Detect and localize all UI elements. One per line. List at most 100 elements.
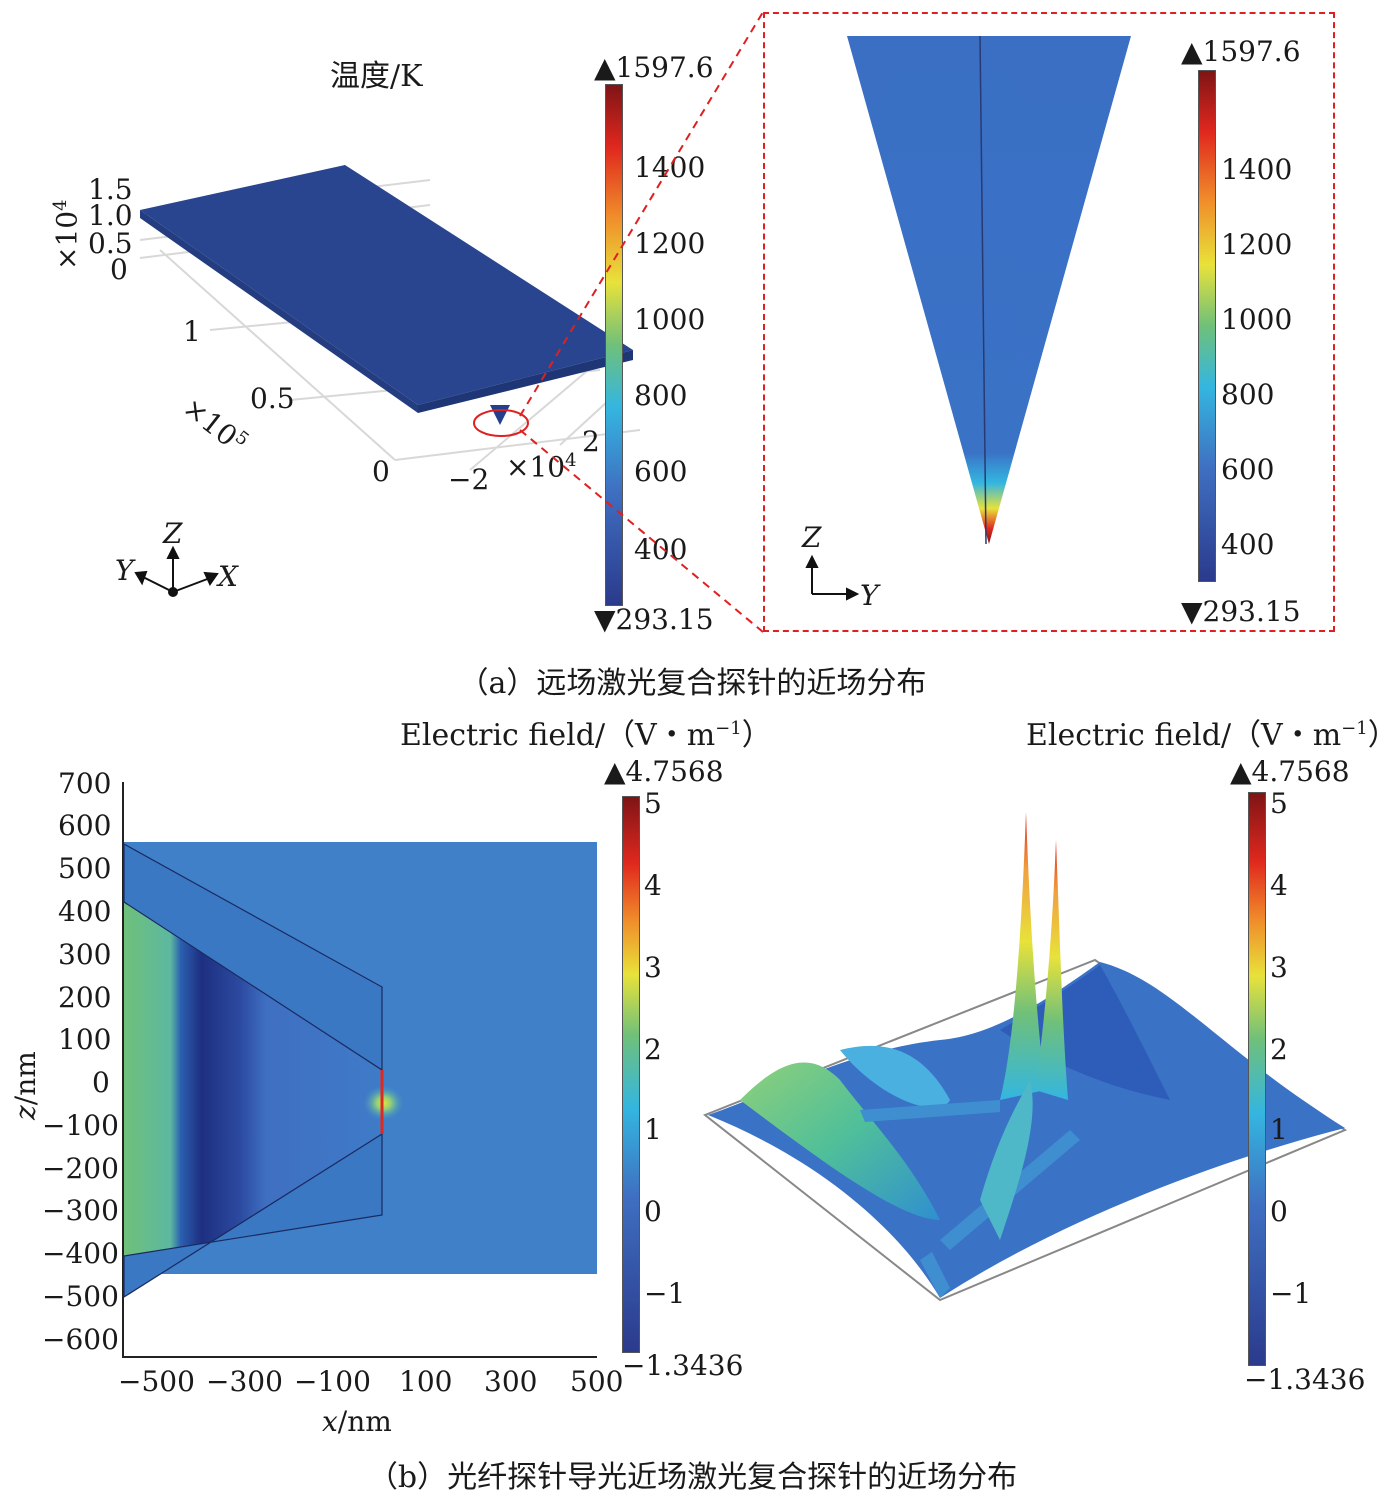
left-colorbar-title: Electric field/（V・m−1） xyxy=(400,718,772,753)
y-tick: −400 xyxy=(42,1237,119,1270)
triad-y-label: Y xyxy=(115,554,134,587)
y-tick: 100 xyxy=(58,1023,112,1056)
left-colorbar-gradient xyxy=(622,796,640,1353)
fiber-wall-lower xyxy=(123,1132,383,1299)
inset-colorbar-min: ▼293.15 xyxy=(1181,595,1301,628)
colorbar-tick: 1400 xyxy=(634,151,706,184)
inset-colorbar-max: ▲1597.6 xyxy=(1181,35,1301,68)
right-colorbar-max: ▲4.7568 xyxy=(1230,755,1350,788)
z-tick: 1.5 xyxy=(88,173,133,206)
right-colorbar-gradient xyxy=(1248,792,1266,1366)
caption-b: （b）光纤探针导光近场激光复合探针的近场分布 xyxy=(367,1460,1018,1495)
y-tick: 2 xyxy=(582,425,600,458)
left-colorbar-tick: 1 xyxy=(644,1113,662,1146)
left-colorbar-tick: 0 xyxy=(644,1195,662,1228)
right-colorbar-tick: 2 xyxy=(1270,1033,1288,1066)
colorbar-tick: 600 xyxy=(634,455,688,488)
z-tick: 0.5 xyxy=(88,227,133,260)
colorbar-gradient xyxy=(605,84,623,606)
probe-beam-1 xyxy=(860,1100,1000,1122)
triad-z-label: Z xyxy=(163,517,183,550)
y-tick: −200 xyxy=(42,1152,119,1185)
left-colorbar-tick: 5 xyxy=(644,787,662,820)
field-spike-right xyxy=(1035,840,1068,1100)
y-tick: 700 xyxy=(58,767,112,800)
y-tick: −100 xyxy=(42,1109,119,1142)
colorbar-a: ▲1597.6 1400 1200 1000 800 600 400 ▼293.… xyxy=(594,50,720,640)
field-spike-left xyxy=(1000,812,1045,1100)
colorbar-tick: 800 xyxy=(634,379,688,412)
inset-colorbar-tick: 600 xyxy=(1221,453,1275,486)
probe-beam-3 xyxy=(920,1252,950,1298)
left-colorbar-tick: 2 xyxy=(644,1033,662,1066)
right-colorbar-title: Electric field/（V・m−1） xyxy=(1026,718,1385,753)
axis-triad-2d xyxy=(805,554,860,601)
highlight-circle xyxy=(473,409,529,437)
y-tick: 400 xyxy=(58,895,112,928)
temperature-title: 温度/K xyxy=(330,59,423,94)
x-tick: −300 xyxy=(206,1365,283,1398)
y-tick: 300 xyxy=(58,938,112,971)
inset-colorbar-tick: 400 xyxy=(1221,528,1275,561)
left-colorbar-min: −1.3436 xyxy=(622,1349,744,1382)
field-ridge xyxy=(740,1062,940,1220)
slab-top xyxy=(140,165,633,405)
right-colorbar-tick: 1 xyxy=(1270,1113,1288,1146)
right-3d-surface-plot xyxy=(703,812,1348,1302)
left-colorbar-tick: −1 xyxy=(644,1277,686,1310)
axis-triad-3d xyxy=(134,545,219,597)
y-tick: 500 xyxy=(58,852,112,885)
slab-edge xyxy=(418,350,633,413)
inset-colorbar-gradient xyxy=(1198,70,1216,582)
x-tick: 1 xyxy=(183,315,201,348)
left-field-plot xyxy=(122,782,597,1358)
inset-colorbar: ▲1597.6 1400 1200 1000 800 600 400 ▼293.… xyxy=(1181,38,1321,628)
z-tick: 0 xyxy=(110,253,128,286)
probe-tip-zoomed xyxy=(847,36,1131,544)
inset-triad-z: Z xyxy=(802,521,822,554)
colorbar-tick: 1200 xyxy=(634,227,706,260)
colorbar-tick: 400 xyxy=(634,533,688,566)
zoom-inset: Z Y ▲1597.6 1400 1200 1000 800 600 400 ▼… xyxy=(763,12,1335,632)
inset-colorbar-tick: 1400 xyxy=(1221,153,1293,186)
x-tick: −500 xyxy=(118,1365,195,1398)
panel-b: Electric field/（V・m−1） ▲4.7568 xyxy=(0,700,1385,1511)
y-tick: −500 xyxy=(42,1280,119,1313)
y-tick: 200 xyxy=(58,981,112,1014)
colorbar-tick: 1000 xyxy=(634,303,706,336)
right-colorbar-tick: 3 xyxy=(1270,951,1288,984)
x-tick: 0 xyxy=(372,455,390,488)
y-tick: 600 xyxy=(58,809,112,842)
right-colorbar-min: −1.3436 xyxy=(1244,1363,1366,1396)
right-colorbar-tick: −1 xyxy=(1270,1277,1312,1310)
right-colorbar-tick: 5 xyxy=(1270,787,1288,820)
inset-colorbar-tick: 800 xyxy=(1221,378,1275,411)
colorbar-max-label: ▲1597.6 xyxy=(594,51,714,84)
caption-a: （a）远场激光复合探针的近场分布 xyxy=(458,666,927,701)
x-axis-label: x/nm xyxy=(322,1405,392,1438)
y-tick: −300 xyxy=(42,1194,119,1227)
zoom-connector-lines xyxy=(519,11,764,633)
inset-colorbar-tick: 1000 xyxy=(1221,303,1293,336)
left-colorbar-tick: 4 xyxy=(644,869,662,902)
right-colorbar-tick: 0 xyxy=(1270,1195,1288,1228)
y-tick: 0 xyxy=(92,1066,110,1099)
inset-triad-y: Y xyxy=(860,579,879,612)
x-tick: 0.5 xyxy=(250,382,295,415)
triad-x-label: X xyxy=(218,560,238,593)
x-tick: 300 xyxy=(484,1365,538,1398)
x-tick: 500 xyxy=(570,1365,624,1398)
y-multiplier: ×104 xyxy=(506,450,577,484)
panel-a: 温度/K 1.5 1.0 0.5 0 ×104 1 0.5 0 ×105 −2 … xyxy=(0,0,1385,701)
left-colorbar-max: ▲4.7568 xyxy=(604,755,724,788)
y-tick: −600 xyxy=(42,1323,119,1356)
panel-a-3d-plot xyxy=(134,165,641,597)
inset-tip-plot xyxy=(805,35,1131,601)
z-tick: 1.0 xyxy=(88,199,133,232)
left-field-image xyxy=(123,842,597,1299)
x-tick: 100 xyxy=(399,1365,453,1398)
y-tick: −2 xyxy=(448,463,490,496)
colorbar-min-label: ▼293.15 xyxy=(594,603,714,636)
right-colorbar-tick: 4 xyxy=(1270,869,1288,902)
inset-colorbar-tick: 1200 xyxy=(1221,228,1293,261)
